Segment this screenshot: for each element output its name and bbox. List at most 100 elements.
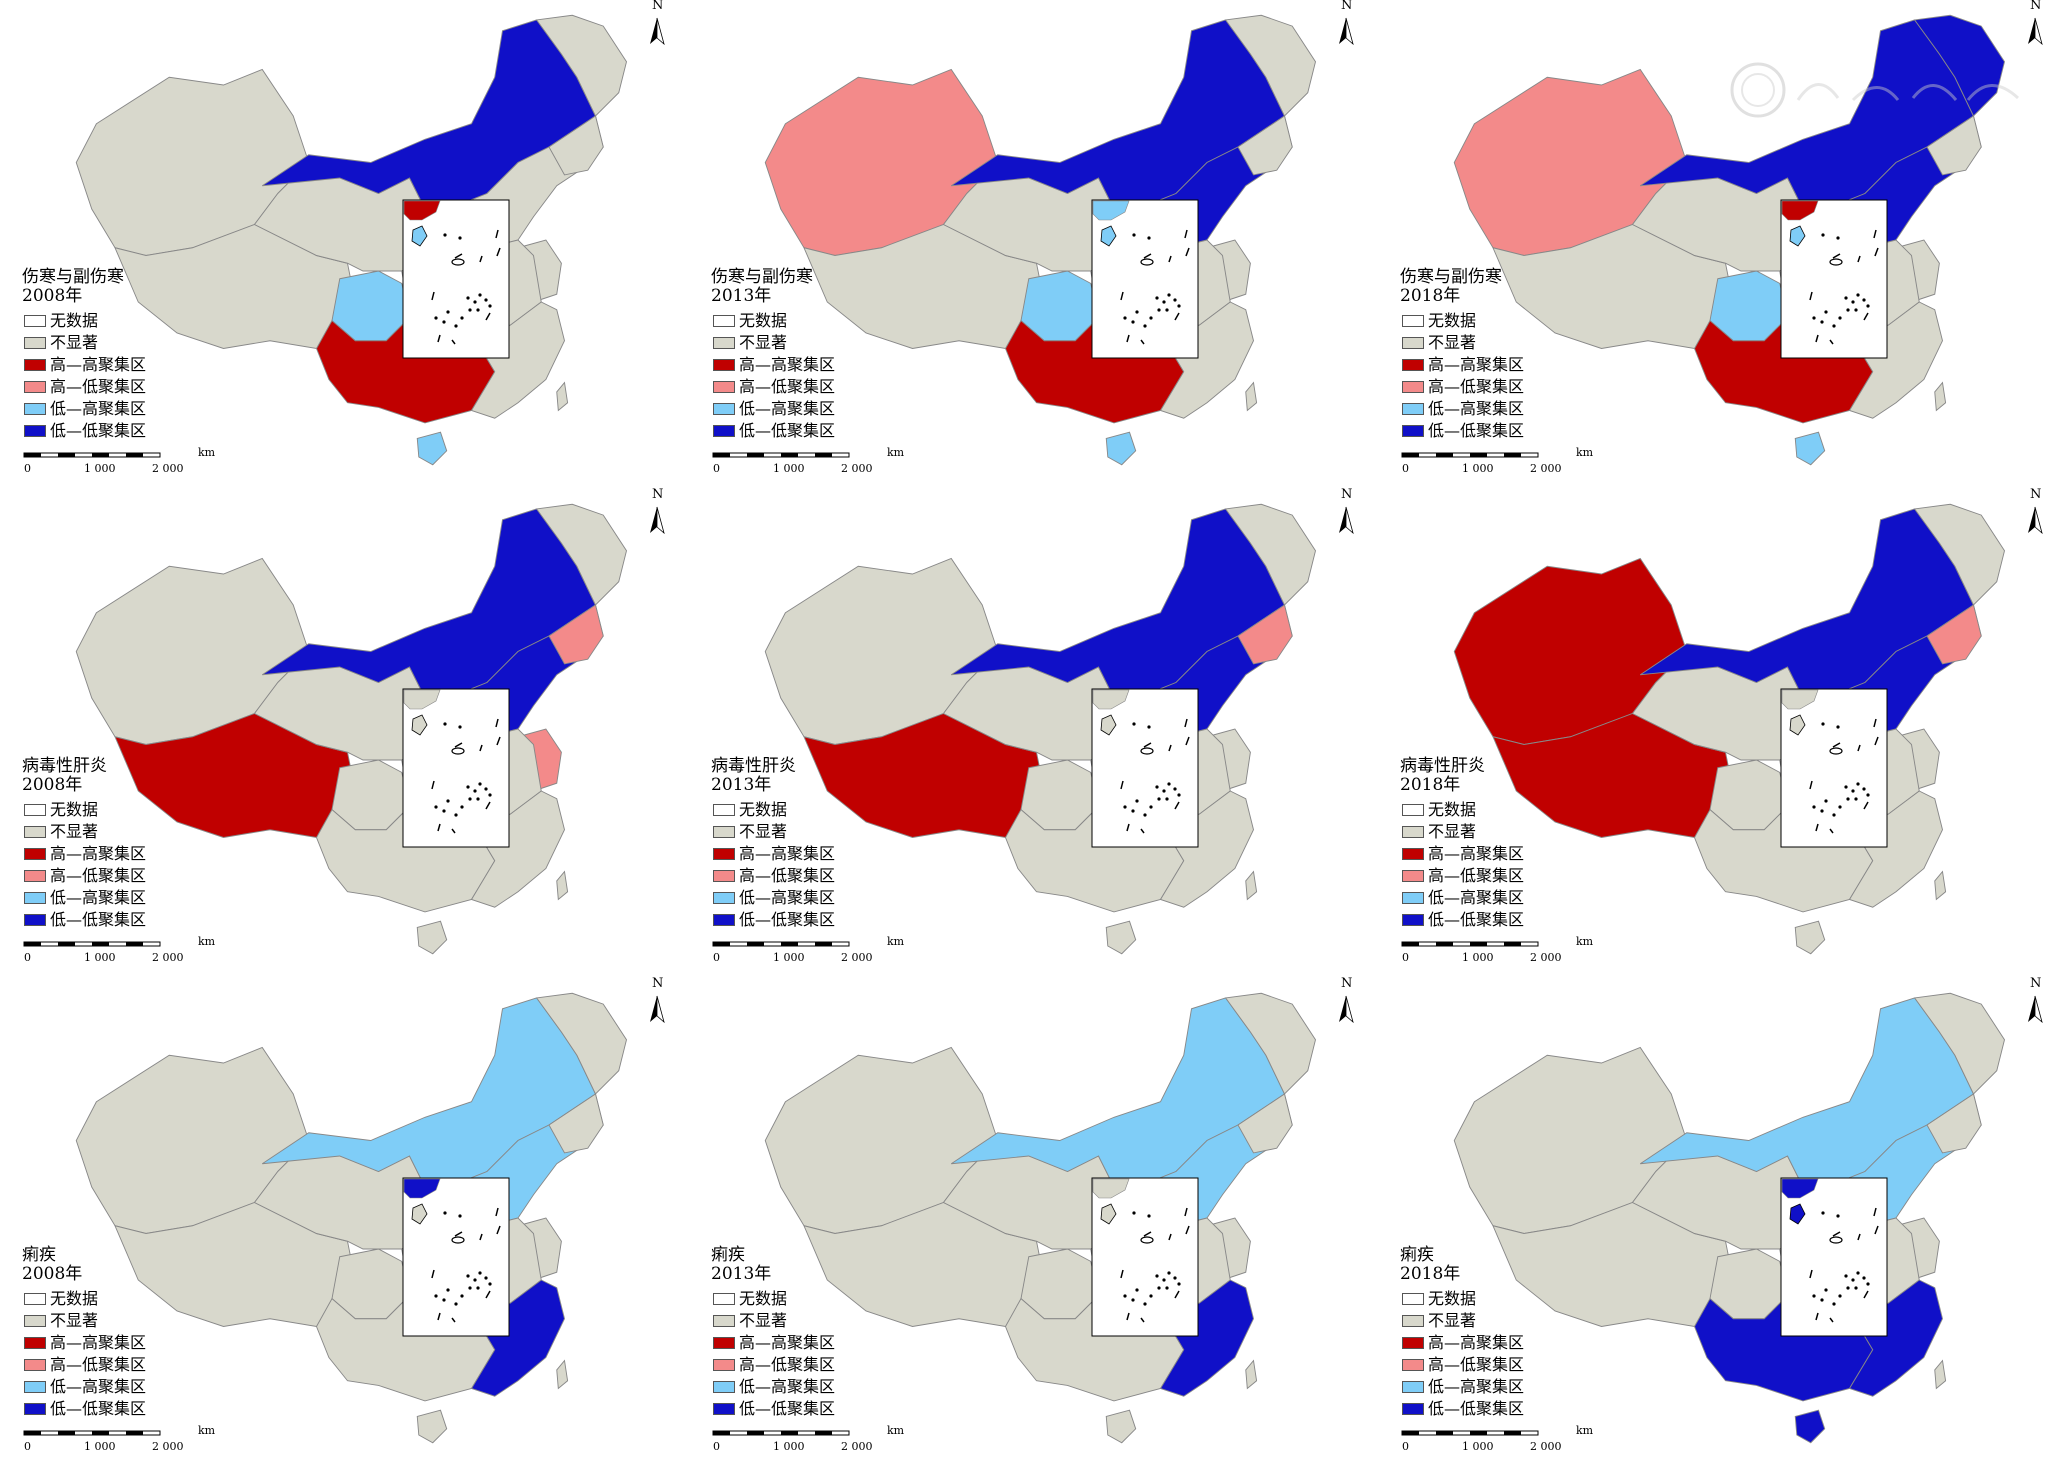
legend-label: 低—低聚集区: [50, 1399, 147, 1418]
legend-label: 无数据: [50, 311, 99, 330]
legend-label: 低—高聚集区: [50, 1377, 147, 1396]
north-arrow-icon: [2028, 17, 2043, 46]
scale-unit-label: km: [1576, 935, 1594, 948]
legend-item: 高—高聚集区: [713, 843, 835, 865]
legend-swatch: [24, 425, 46, 437]
legend-swatch: [24, 1315, 46, 1327]
legend-swatch: [24, 1381, 46, 1393]
south-china-sea-inset: [1091, 1177, 1199, 1337]
north-arrow-label: N: [2030, 0, 2042, 13]
legend-swatch: [713, 892, 735, 904]
legend-label: 无数据: [739, 800, 788, 819]
year-label: 2018年: [1400, 1264, 1461, 1284]
year-label: 2013年: [711, 286, 772, 306]
north-arrow-label: N: [1341, 487, 1353, 502]
legend-label: 高—高聚集区: [1428, 355, 1525, 374]
legend-label: 高—高聚集区: [739, 355, 836, 374]
north-arrow-icon: [1339, 995, 1354, 1024]
legend-label: 高—高聚集区: [1428, 1333, 1525, 1352]
south-china-sea-inset: [1091, 688, 1199, 848]
legend-label: 低—低聚集区: [1428, 910, 1525, 929]
legend-label: 高—高聚集区: [50, 1333, 147, 1352]
north-arrow-label: N: [652, 0, 664, 13]
legend-item: 无数据: [1402, 799, 1524, 821]
region-hainan: [1105, 431, 1137, 466]
scale-bar: [712, 1430, 850, 1436]
disease-name: 痢疾: [711, 1245, 745, 1265]
map-title: 痢疾 2018年: [1400, 1246, 1460, 1284]
legend-item: 高—高聚集区: [1402, 1332, 1524, 1354]
china-map: [23, 992, 665, 1444]
china-map: [23, 503, 665, 955]
legend-label: 高—高聚集区: [1428, 844, 1525, 863]
scale-tick-label: 1 000: [773, 462, 805, 475]
scale-tick-label: 0: [24, 462, 31, 475]
legend-label: 高—高聚集区: [739, 1333, 836, 1352]
south-china-sea-inset: [402, 199, 510, 359]
legend-swatch: [24, 315, 46, 327]
scale-tick-label: 0: [713, 462, 720, 475]
scale-unit-label: km: [1576, 446, 1594, 459]
legend-swatch: [24, 1403, 46, 1415]
legend-item: 高—高聚集区: [1402, 843, 1524, 865]
disease-name: 伤寒与副伤寒: [1400, 267, 1502, 287]
legend-swatch: [1402, 337, 1424, 349]
north-arrow-icon: [1339, 17, 1354, 46]
legend-item: 无数据: [24, 1288, 146, 1310]
north-arrow-icon: [2028, 995, 2043, 1024]
scale-bar-labels: 0 1 000 2 000: [713, 1440, 943, 1454]
scale-unit-label: km: [887, 1424, 905, 1437]
disease-name: 伤寒与副伤寒: [711, 267, 813, 287]
disease-name: 病毒性肝炎: [22, 756, 107, 776]
scale-unit-label: km: [198, 935, 216, 948]
scale-bar-labels: 0 1 000 2 000: [1402, 951, 1632, 965]
region-hainan: [1105, 920, 1137, 955]
legend-item: 高—高聚集区: [24, 1332, 146, 1354]
region-taiwan: [1934, 870, 1947, 901]
legend-item: 无数据: [713, 310, 835, 332]
disease-name: 痢疾: [1400, 1245, 1434, 1265]
legend-label: 高—低聚集区: [1428, 866, 1525, 885]
region-northeast: [1224, 503, 1317, 606]
region-hainan: [416, 431, 448, 466]
scale-tick-label: 2 000: [1530, 1440, 1562, 1453]
scale-bar: [1401, 1430, 1539, 1436]
south-china-sea-inset: [1780, 1177, 1888, 1337]
region-hainan: [416, 1409, 448, 1444]
north-arrow-label: N: [2030, 976, 2042, 991]
legend-item: 低—高聚集区: [24, 887, 146, 909]
north-arrow-icon: [650, 506, 665, 535]
north-arrow-icon: [650, 17, 665, 46]
scale-tick-label: 1 000: [1462, 951, 1494, 964]
region-northeast: [1913, 503, 2006, 606]
region-hainan: [1794, 920, 1826, 955]
legend-label: 高—低聚集区: [739, 1355, 836, 1374]
legend-item: 无数据: [713, 799, 835, 821]
legend-swatch: [24, 337, 46, 349]
scale-tick-label: 2 000: [152, 1440, 184, 1453]
scale-tick-label: 2 000: [152, 951, 184, 964]
legend-item: 高—低聚集区: [713, 865, 835, 887]
legend: 无数据 不显著 高—高聚集区 高—低聚集区 低—高聚集区 低—低聚集区: [24, 310, 146, 442]
china-map: [1401, 14, 2043, 466]
legend-item: 高—低聚集区: [713, 1354, 835, 1376]
watermark-seal-icon: [1730, 62, 2020, 118]
scale-tick-label: 0: [713, 1440, 720, 1453]
legend-item: 高—低聚集区: [1402, 865, 1524, 887]
north-arrow-icon: [2028, 506, 2043, 535]
legend-swatch: [24, 1359, 46, 1371]
north-arrow-icon: [1339, 506, 1354, 535]
legend-swatch: [1402, 403, 1424, 415]
legend-swatch: [713, 425, 735, 437]
legend-swatch: [24, 1337, 46, 1349]
legend-label: 高—低聚集区: [50, 1355, 147, 1374]
region-liaoning: [1926, 1093, 1982, 1154]
legend-swatch: [24, 848, 46, 860]
china-map: [712, 14, 1354, 466]
legend-swatch: [1402, 826, 1424, 838]
map-panel: N 痢疾 2013年 无数据 不显著 高—高聚集区 高—低聚集区 低—高聚集区 低—低聚集区 0 1…: [689, 976, 1378, 1467]
legend-item: 低—低聚集区: [1402, 909, 1524, 931]
legend-label: 不显著: [739, 1311, 788, 1330]
north-arrow-label: N: [2030, 487, 2042, 502]
legend: 无数据 不显著 高—高聚集区 高—低聚集区 低—高聚集区 低—低聚集区: [24, 799, 146, 931]
